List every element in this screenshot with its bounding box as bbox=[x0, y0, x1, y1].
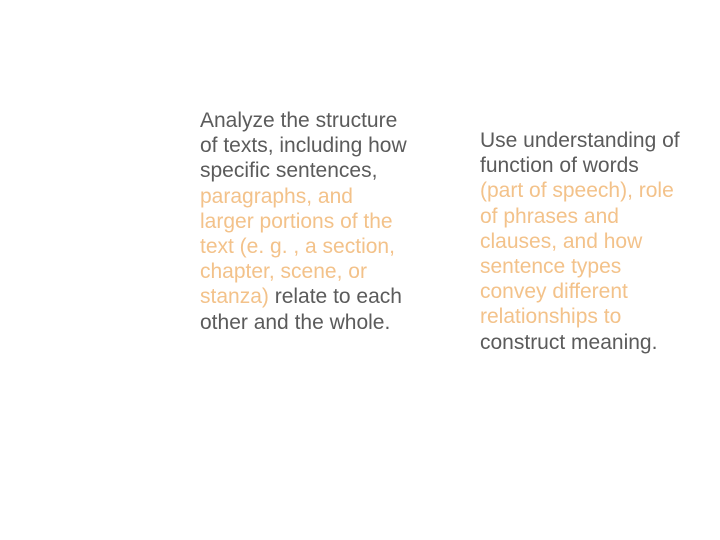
right-column-text: Use understanding of function of words (… bbox=[480, 128, 685, 355]
right-seg-1: Use understanding of function of words bbox=[480, 129, 680, 177]
left-seg-1: Analyze the structure of texts, includin… bbox=[200, 109, 407, 182]
right-seg-2: (part of speech), role of phrases and cl… bbox=[480, 179, 674, 328]
slide: Analyze the structure of texts, includin… bbox=[0, 0, 720, 540]
right-seg-3: construct meaning. bbox=[480, 331, 657, 354]
left-column-text: Analyze the structure of texts, includin… bbox=[200, 108, 410, 335]
